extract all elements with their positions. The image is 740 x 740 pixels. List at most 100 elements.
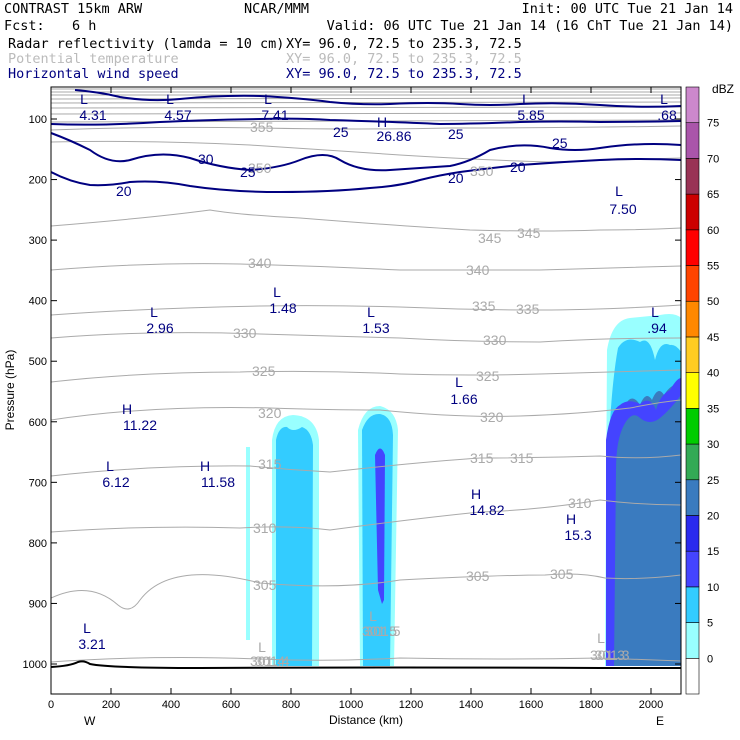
plot-frame <box>50 86 682 695</box>
theta-line <box>51 399 681 421</box>
refl-cell-3-blue <box>606 378 681 666</box>
plot-area: 301.4 301.5 301.3 305 305 305 310 310 31… <box>51 88 681 670</box>
colorbar-swatch <box>685 265 700 302</box>
extremum-value: 4.57 <box>164 107 191 123</box>
theta-line <box>51 263 681 271</box>
extremum-3: H26.86 <box>376 114 411 144</box>
reflectivity-fill <box>246 314 681 666</box>
theta-label: 305 <box>253 577 277 593</box>
extremum-value: 301.5 <box>365 623 400 639</box>
extremum-value: 2.96 <box>146 320 173 336</box>
extremum-17: L3.21 <box>78 620 105 652</box>
ground-line <box>51 660 681 670</box>
theta-label: 355 <box>250 119 274 135</box>
colorbar-swatch <box>685 300 700 338</box>
extremum-16: H15.3 <box>564 511 591 543</box>
wind-label: 20 <box>116 183 132 199</box>
fcst-label: Fcst: <box>4 18 45 34</box>
extremum-value: 14.82 <box>469 502 504 518</box>
x-tick-label: 1400 <box>459 699 483 711</box>
extremum-type: L <box>258 639 266 655</box>
colorbar-swatch <box>685 515 700 552</box>
colorbar-level: 30 <box>707 439 719 451</box>
x-tick-label: 1600 <box>519 699 543 711</box>
extremum-7: L2.96 <box>146 304 173 336</box>
theta-line <box>51 112 681 115</box>
field-2-name: Potential temperature <box>8 51 179 67</box>
colorbar-swatch <box>685 336 700 373</box>
extremum-type: L <box>651 304 659 320</box>
theta-label: 320 <box>480 409 504 425</box>
theta-label: 320 <box>258 405 282 421</box>
colorbar-level: 15 <box>707 546 719 558</box>
colorbar-level: 75 <box>707 118 719 130</box>
colorbar-level: 60 <box>707 225 719 237</box>
theta-label: 325 <box>476 368 500 384</box>
wind-label: 25 <box>333 124 349 140</box>
colorbar-swatch <box>685 122 700 159</box>
extremum-9: L1.53 <box>362 304 389 336</box>
colorbar-swatch <box>685 586 700 623</box>
colorbar-level: 55 <box>707 261 719 273</box>
extremum-value: 11.58 <box>201 474 235 490</box>
theta-line <box>51 106 681 109</box>
extremum-value: 7.50 <box>609 201 636 217</box>
y-tick-label: 400 <box>29 296 47 308</box>
extremum-type: H <box>566 511 576 527</box>
extremum-15: H14.82 <box>469 486 504 518</box>
extremum-14: H11.58 <box>200 458 235 490</box>
extremum-type: L <box>273 284 281 300</box>
wind-label: 25 <box>448 126 464 142</box>
wind-label: 25 <box>240 164 256 180</box>
extrema-marks: L4.31 L4.57 L7.41 H26.86 L5.85 L.68 L7.5… <box>78 91 677 669</box>
extremum-0: L4.31 <box>79 91 106 123</box>
theta-label: 310 <box>568 495 592 511</box>
extremum-type: L <box>615 183 623 199</box>
colorbar-swatch <box>685 479 700 516</box>
x-axis-label: Distance (km) <box>329 713 403 727</box>
y-tick-label: 500 <box>29 356 47 368</box>
wind-label: 25 <box>552 135 568 151</box>
refl-cell-1-inner <box>276 426 313 666</box>
west-label: W <box>84 714 96 728</box>
field-1-xy: XY= 96.0, 72.5 to 235.3, 72.5 <box>286 36 522 52</box>
refl-cell-2-core <box>375 448 385 604</box>
colorbar-level: 5 <box>707 618 713 630</box>
wind-line <box>51 158 681 194</box>
x-tick-label: 1800 <box>579 699 603 711</box>
extremum-value: .94 <box>647 320 667 336</box>
extremum-13: L6.12 <box>102 458 129 490</box>
wind-label: 20 <box>448 170 464 186</box>
theta-label: 330 <box>233 325 257 341</box>
extremum-type: L <box>106 458 114 474</box>
theta-line <box>51 454 681 477</box>
theta-line <box>51 332 681 343</box>
colorbar-swatch <box>685 372 700 409</box>
theta-label: 315 <box>470 450 494 466</box>
theta-line <box>51 499 681 533</box>
theta-line <box>51 97 681 100</box>
x-tick-label: 800 <box>282 699 300 711</box>
theta-label: 315 <box>510 450 534 466</box>
x-tick-label: 1000 <box>339 699 363 711</box>
extremum-type: L <box>522 91 530 107</box>
colorbar-level: 35 <box>707 403 719 415</box>
theta-line <box>51 573 681 610</box>
extremum-value: 301.4 <box>254 653 289 669</box>
colorbar-level: 50 <box>707 296 719 308</box>
y-tick-label: 600 <box>29 417 47 429</box>
model-title: CONTRAST 15km ARW <box>4 1 143 17</box>
colorbar-level: 20 <box>707 510 719 522</box>
extremum-11: L1.66 <box>450 374 477 407</box>
extremum-4: L5.85 <box>517 91 544 123</box>
colorbar-swatch <box>685 408 700 445</box>
theta-label: 305 <box>466 568 490 584</box>
colorbar-swatch <box>685 193 700 231</box>
extremum-value: 1.48 <box>269 300 296 316</box>
y-tick-label: 200 <box>29 175 47 187</box>
y-tick-label: 800 <box>29 538 47 550</box>
x-tick-label: 600 <box>222 699 240 711</box>
extremum-type: L <box>367 304 375 320</box>
